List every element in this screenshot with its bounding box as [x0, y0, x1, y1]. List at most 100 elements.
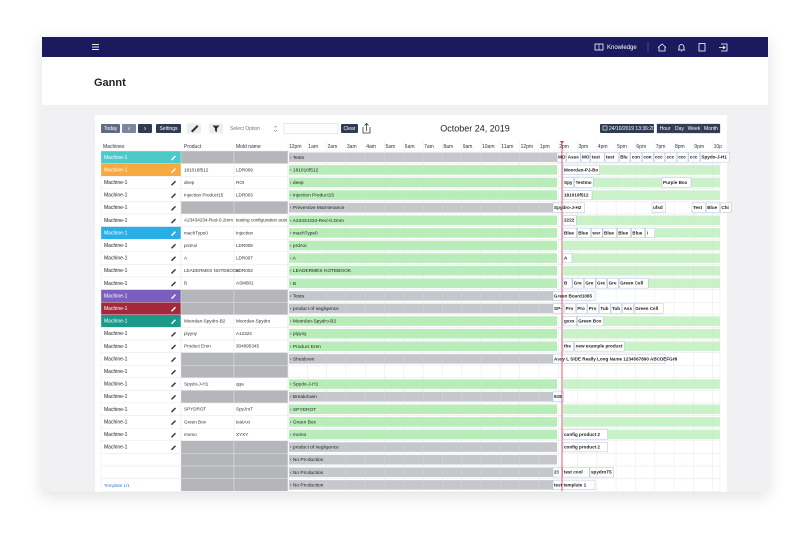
schedule-item-label: new example product: [576, 344, 623, 349]
schedule-item[interactable]: [651, 202, 666, 213]
schedule-item[interactable]: [562, 341, 575, 352]
schedule-item[interactable]: [562, 278, 573, 289]
schedule-item[interactable]: [610, 303, 623, 314]
edit-icon[interactable]: [171, 256, 176, 262]
schedule-item[interactable]: [642, 152, 654, 163]
clipboard-icon[interactable]: [698, 43, 706, 52]
schedule-item[interactable]: [564, 303, 576, 314]
edit-icon[interactable]: [171, 218, 176, 224]
schedule-item[interactable]: [589, 467, 614, 478]
schedule-item[interactable]: [562, 467, 590, 478]
schedule-item[interactable]: [619, 152, 631, 163]
schedule-item[interactable]: [552, 290, 596, 301]
edit-icon[interactable]: [171, 344, 176, 350]
edit-icon[interactable]: [171, 306, 176, 312]
edit-icon[interactable]: [171, 357, 176, 363]
schedule-item[interactable]: [562, 227, 577, 238]
schedule-item[interactable]: [580, 152, 591, 163]
schedule-item[interactable]: [577, 227, 591, 238]
edit-icon[interactable]: [171, 369, 176, 375]
schedule-item[interactable]: [607, 278, 619, 289]
schedule-item[interactable]: [574, 177, 594, 188]
search-input[interactable]: [283, 123, 339, 134]
clear-button[interactable]: [341, 124, 358, 133]
schedule-item[interactable]: [552, 353, 666, 364]
logout-icon[interactable]: [719, 43, 728, 52]
schedule-item[interactable]: [617, 227, 631, 238]
schedule-item[interactable]: [562, 442, 608, 453]
edit-icon[interactable]: [171, 294, 176, 300]
prev-button[interactable]: [122, 124, 136, 133]
schedule-item[interactable]: [552, 303, 565, 314]
schedule-item[interactable]: [631, 227, 646, 238]
schedule-item[interactable]: [720, 202, 732, 213]
edit-icon[interactable]: [171, 205, 176, 211]
schedule-item[interactable]: [552, 479, 596, 490]
schedule-item[interactable]: [552, 202, 585, 213]
filter-icon: [212, 125, 220, 132]
edit-icon[interactable]: [171, 281, 176, 287]
edit-icon[interactable]: [171, 445, 176, 451]
schedule-item[interactable]: [562, 316, 577, 327]
schedule-item[interactable]: [634, 303, 664, 314]
home-icon[interactable]: [657, 43, 667, 52]
schedule-item[interactable]: [566, 152, 581, 163]
edit-icon[interactable]: [171, 268, 176, 274]
schedule-item[interactable]: [700, 152, 730, 163]
schedule-item[interactable]: [562, 253, 573, 264]
schedule-item-label: A: [564, 256, 568, 261]
edit-icon[interactable]: [171, 432, 176, 438]
edit-icon[interactable]: [171, 193, 176, 199]
schedule-item[interactable]: [677, 152, 689, 163]
schedule-item[interactable]: [584, 278, 596, 289]
schedule-item[interactable]: [599, 303, 611, 314]
schedule-item[interactable]: [706, 202, 720, 213]
schedule-item[interactable]: [562, 177, 575, 188]
edit-icon[interactable]: [171, 382, 176, 388]
schedule-item[interactable]: [562, 164, 600, 175]
edit-icon[interactable]: [171, 243, 176, 249]
schedule-item[interactable]: [622, 303, 634, 314]
schedule-item[interactable]: [576, 303, 588, 314]
schedule-item[interactable]: [595, 278, 608, 289]
schedule-item[interactable]: [574, 341, 625, 352]
schedule-item[interactable]: [665, 152, 677, 163]
edit-icon[interactable]: [171, 407, 176, 413]
schedule-item[interactable]: [619, 278, 649, 289]
today-button[interactable]: [101, 124, 120, 133]
schedule-item[interactable]: [661, 177, 692, 188]
schedule-item[interactable]: [577, 316, 604, 327]
edit-icon[interactable]: [171, 168, 176, 174]
schedule-item[interactable]: [587, 303, 599, 314]
schedule-item[interactable]: [691, 202, 706, 213]
schedule-item[interactable]: [653, 152, 666, 163]
schedule-item[interactable]: [604, 152, 619, 163]
share-icon[interactable]: [362, 122, 371, 134]
edit-icon[interactable]: [171, 180, 176, 186]
edit-icon[interactable]: [171, 155, 176, 161]
edit-icon[interactable]: [171, 420, 176, 426]
schedule-item[interactable]: [562, 215, 577, 226]
settings-button[interactable]: [156, 124, 181, 133]
schedule-item[interactable]: [688, 152, 700, 163]
select-dropdown[interactable]: [226, 123, 282, 134]
schedule-item[interactable]: [630, 152, 642, 163]
view-button[interactable]: [701, 123, 721, 134]
edit-icon[interactable]: [171, 231, 176, 237]
schedule-item[interactable]: [552, 391, 565, 402]
edit-icon[interactable]: [171, 394, 176, 400]
knowledge-link[interactable]: Knowledge: [594, 43, 637, 51]
schedule-item[interactable]: [602, 227, 617, 238]
edit-icon[interactable]: [171, 319, 176, 325]
schedule-item[interactable]: [562, 429, 608, 440]
schedule-item[interactable]: [556, 152, 567, 163]
bell-icon[interactable]: [678, 44, 685, 52]
menu-button[interactable]: [92, 44, 99, 50]
edit-icon[interactable]: [171, 331, 176, 337]
next-button[interactable]: [138, 124, 152, 133]
schedule-item[interactable]: [590, 152, 605, 163]
product-name: Injection Product15: [184, 193, 224, 198]
schedule-item[interactable]: [572, 278, 584, 289]
timestamp-button[interactable]: [600, 124, 654, 133]
task-bar-extension: [563, 215, 720, 226]
